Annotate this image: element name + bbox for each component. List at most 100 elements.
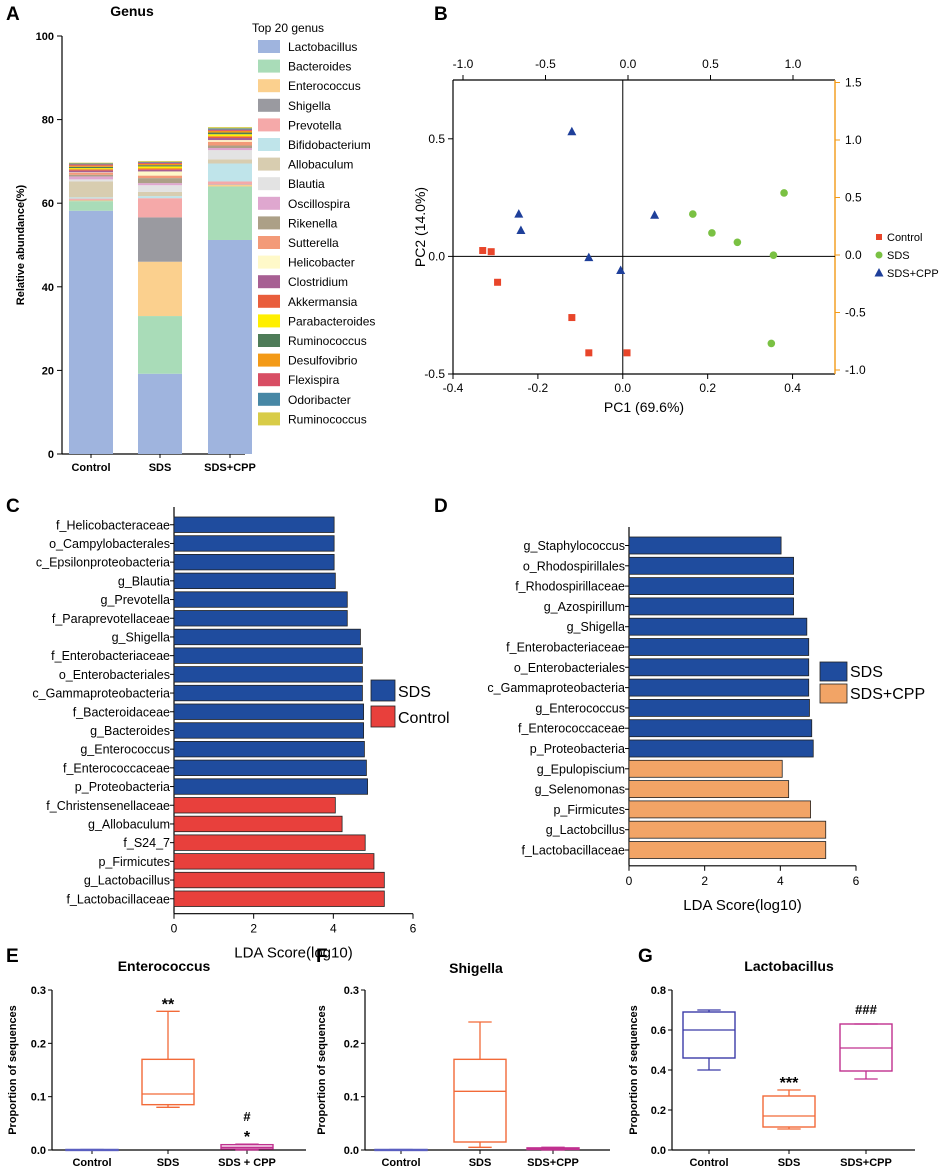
x-axis-label: LDA Score(log10) [234, 945, 352, 962]
bar-label: g_Prevotella [101, 593, 171, 607]
bar-segment [208, 128, 252, 130]
x-tick-label: 0.2 [699, 381, 716, 395]
right-tick-label: -0.5 [845, 306, 866, 320]
y-tick-label: 60 [42, 198, 54, 210]
bar-segment [208, 239, 252, 454]
x-tick-label: 6 [410, 922, 417, 936]
lda-bar [628, 658, 810, 677]
x-tick-label: SDS+CPP [204, 462, 256, 474]
lda-bar [173, 853, 375, 870]
panel-letter-G: G [638, 946, 653, 967]
lda-bar [173, 628, 361, 646]
legend-entry: Control [398, 710, 450, 727]
bar-segment [208, 159, 252, 164]
bar-segment [69, 174, 113, 177]
bar-segment [208, 132, 252, 135]
bar-label: f_Helicobacteraceae [56, 518, 170, 532]
bar-segment [208, 134, 252, 137]
x-tick-label: Control [72, 1157, 111, 1169]
legend-entry: Enterococcus [288, 79, 361, 93]
legend-swatch [258, 59, 280, 73]
lda-bar [173, 554, 335, 571]
bar-segment [208, 140, 252, 142]
data-point-sds-cpp [567, 126, 577, 136]
bar-label: g_Azospirillum [544, 600, 625, 614]
bar-label: g_Staphylococcus [524, 539, 625, 553]
x-tick-label: 4 [777, 874, 784, 888]
lda-bar [628, 699, 810, 717]
x-tick-label: 0 [171, 922, 178, 936]
bar-segment [208, 136, 252, 138]
bar-label: f_Christensenellaceae [46, 799, 170, 813]
lda-bar [173, 703, 365, 720]
top-tick-label: -0.5 [535, 57, 556, 71]
legend-swatch [258, 294, 280, 308]
top-tick-label: 0.0 [620, 57, 637, 71]
bar-segment [208, 129, 252, 131]
bar-segment [138, 261, 182, 317]
legend-entry: Lactobacillus [288, 40, 357, 54]
legend-entry: Oscillospira [288, 197, 350, 211]
x-tick-label: SDS + CPP [218, 1157, 276, 1169]
legend-swatch [258, 373, 280, 387]
bar-segment [208, 141, 252, 146]
panel-letter-B: B [434, 4, 448, 25]
bar-label: p_Proteobacteria [530, 742, 625, 756]
bar-segment [138, 168, 182, 170]
bar-segment [69, 201, 113, 211]
x-tick-label: Control [381, 1157, 420, 1169]
bar-segment [138, 191, 182, 197]
legend-entry: Parabacteroides [288, 314, 375, 328]
bar-segment [138, 178, 182, 184]
legend-entry: Prevotella [288, 118, 342, 132]
bar-label: o_Enterobacteriales [514, 661, 625, 675]
bar-segment [138, 217, 182, 262]
y-tick-label: 100 [36, 31, 54, 43]
bar-label: o_Enterobacteriales [59, 668, 170, 682]
bar-segment [138, 316, 182, 374]
bar-segment [138, 165, 182, 167]
lda-bar [173, 778, 368, 795]
bar-segment [138, 373, 182, 454]
bar-label: g_Shigella [567, 620, 625, 634]
bar-label: f_Enterococcaceae [63, 761, 170, 775]
lda-bar [628, 841, 827, 859]
bar-label: p_Firmicutes [553, 803, 625, 817]
x-axis-label: LDA Score(log10) [683, 897, 801, 914]
lda-bar [173, 647, 363, 664]
legend-entry: Shigella [288, 99, 331, 113]
lda-bar [173, 572, 336, 589]
legend-entry: SDS [850, 664, 883, 681]
bar-segment [138, 196, 182, 199]
data-point-sds-cpp [584, 252, 594, 262]
legend-swatch [370, 679, 396, 702]
legend-entry: Desulfovibrio [288, 354, 358, 368]
data-point-control [568, 314, 576, 322]
bar-segment [69, 176, 113, 180]
x-tick-label: 2 [250, 922, 257, 936]
significance-marker: ### [855, 1002, 877, 1017]
legend-swatch [258, 275, 280, 289]
bar-label: c_Gammaproteobacteria [32, 687, 170, 701]
bar-segment [69, 198, 113, 200]
y-tick-label: 0.6 [651, 1025, 666, 1037]
y-tick-label: 20 [42, 365, 54, 377]
legend-marker [875, 251, 883, 259]
lda-bar [173, 871, 385, 889]
legend-entry: Odoribacter [288, 393, 351, 407]
y-tick-label: 0.0 [344, 1145, 359, 1157]
data-point-sds-cpp [616, 265, 626, 275]
data-point-sds [733, 238, 742, 247]
bar-label: f_Lactobacillaceae [521, 844, 625, 858]
bar-segment [208, 130, 252, 133]
legend-swatch [258, 392, 280, 406]
data-point-control [494, 278, 502, 286]
bar-segment [69, 170, 113, 173]
legend-entry: Bifidobacterium [288, 138, 371, 152]
bar-segment [208, 181, 252, 185]
bar-segment [138, 166, 182, 169]
legend-entry: Ruminococcus [288, 334, 367, 348]
lda-bar [628, 739, 814, 758]
y-tick-label: 0.0 [31, 1145, 46, 1157]
lda-bar [173, 591, 348, 608]
